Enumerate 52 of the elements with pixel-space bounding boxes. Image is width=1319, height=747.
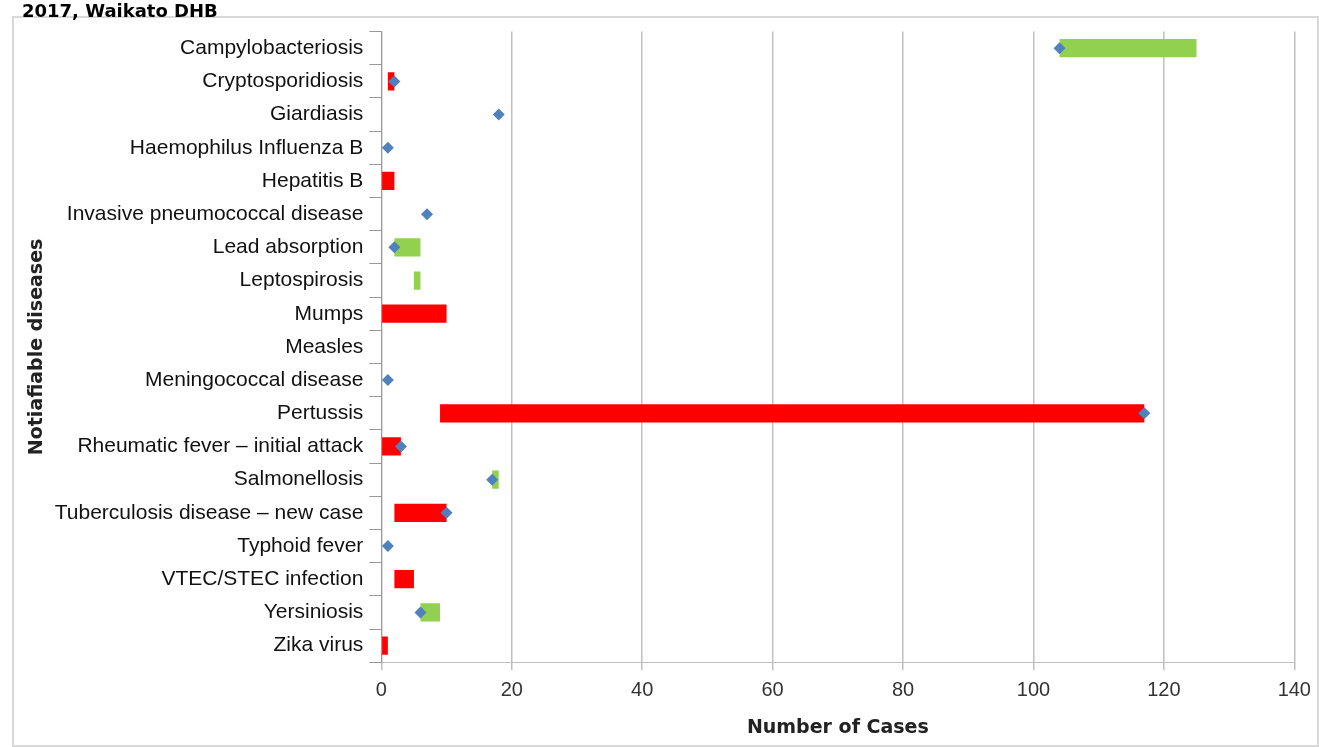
point — [486, 473, 499, 486]
point — [414, 606, 427, 619]
x-tick-label: 100 — [1016, 677, 1051, 700]
point — [381, 141, 394, 154]
bar — [413, 271, 421, 290]
y-tick-label: Mumps — [294, 300, 364, 324]
bar — [382, 437, 401, 456]
y-tick-label: Giardiasis — [269, 101, 364, 125]
bar — [394, 503, 447, 522]
x-tick-label: 80 — [891, 677, 915, 700]
point — [388, 75, 401, 88]
y-tick-label: Zika virus — [273, 632, 364, 656]
bar — [382, 304, 447, 323]
bar — [382, 636, 388, 655]
y-tick-label: Invasive pneumococcal disease — [66, 200, 364, 224]
point — [388, 241, 401, 254]
x-tick-label: 140 — [1277, 677, 1311, 700]
bar — [440, 404, 1145, 423]
x-tick-label: 20 — [500, 677, 523, 700]
y-tick-label: Typhoid fever — [237, 532, 364, 556]
text: 2017, Waikato DHB — [22, 0, 218, 22]
x-tick-label: 60 — [761, 677, 784, 700]
x-tick-label: 40 — [631, 677, 654, 700]
bar — [1059, 39, 1197, 58]
y-tick-label: VTEC/STEC infection — [161, 566, 364, 590]
y-axis-title: Notiafiable diseases — [24, 238, 47, 456]
bar — [394, 570, 414, 589]
point — [394, 440, 407, 453]
y-tick-label: Leptospirosis — [239, 267, 364, 291]
point — [440, 506, 453, 519]
x-tick-label: 0 — [375, 677, 387, 700]
point — [421, 208, 433, 221]
y-tick-label: Salmonellosis — [233, 466, 364, 490]
x-tick-label: 120 — [1147, 677, 1181, 700]
point — [492, 108, 505, 121]
y-tick-label: Pertussis — [276, 400, 364, 424]
x-axis-title: Number of Cases — [746, 714, 929, 737]
y-tick-label: Campylobacteriosis — [180, 34, 364, 58]
y-tick-label: Hepatitis B — [261, 167, 364, 191]
point — [1138, 407, 1151, 420]
y-tick-label: Meningococcal disease — [145, 366, 364, 390]
y-tick-label: Cryptosporidiosis — [202, 68, 364, 92]
y-tick-label: Tuberculosis disease – new case — [54, 499, 364, 523]
point — [381, 540, 394, 553]
bar — [382, 171, 395, 191]
y-tick-label: Haemophilus Influenza B — [129, 134, 364, 158]
y-tick-label: Rheumatic fever – initial attack — [77, 433, 364, 457]
y-tick-label: Yersiniosis — [263, 599, 364, 623]
y-tick-label: Measles — [285, 333, 364, 357]
point — [381, 374, 394, 387]
y-tick-label: Lead absorption — [212, 234, 364, 258]
point — [1053, 42, 1066, 55]
